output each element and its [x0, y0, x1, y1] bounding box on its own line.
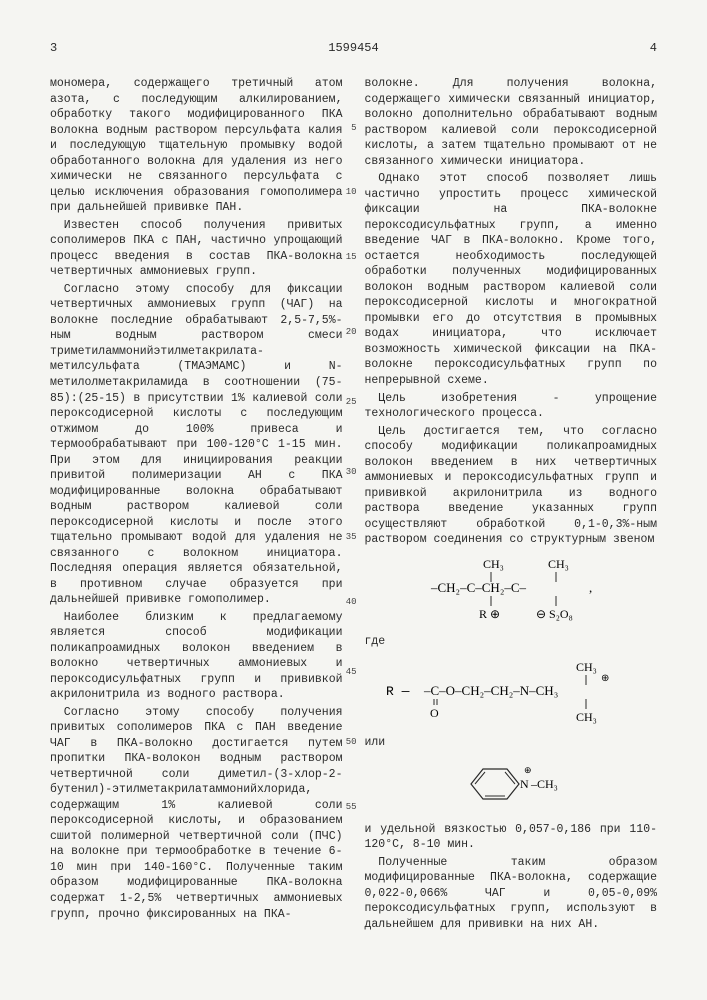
- body-paragraph: волокне. Для получения волокна, содержащ…: [365, 76, 658, 169]
- text-columns: 5 10 15 20 25 30 35 40 45 50 55 мономера…: [50, 76, 657, 934]
- body-paragraph: Согласно этому способу для фиксации четв…: [50, 282, 343, 608]
- left-column: 5 10 15 20 25 30 35 40 45 50 55 мономера…: [50, 76, 343, 934]
- line-marker: 55: [346, 801, 357, 813]
- line-marker: 25: [346, 396, 357, 408]
- chemical-formula-r1: R — CH₃ –C–O–CH₂–CH₂–N–CH₃ ⊕ O CH₃: [365, 657, 658, 727]
- formula-text: CH₃: [576, 710, 597, 724]
- line-marker: 15: [346, 251, 357, 263]
- formula-text: N: [520, 777, 529, 791]
- formula-text: CH₃: [483, 557, 504, 571]
- svg-text:,: ,: [589, 580, 592, 595]
- chemical-formula-pyridine: N ⊕ –CH₃: [365, 759, 658, 814]
- formula-text: ⊕: [524, 765, 532, 775]
- formula-text: –CH₂–C–CH₂–C–: [430, 580, 527, 595]
- line-marker: 20: [346, 326, 357, 338]
- line-marker: 50: [346, 736, 357, 748]
- formula-svg: CH₃ CH₃ –CH₂–C–CH₂–C– R ⊕ ⊖ S₂O₈ ,: [421, 556, 601, 626]
- body-paragraph: Цель изобретения - упрощение технологиче…: [365, 391, 658, 422]
- page-num-left: 3: [50, 40, 57, 56]
- formula-text: CH₃: [548, 557, 569, 571]
- line-marker: 5: [351, 122, 356, 134]
- doc-number: 1599454: [328, 40, 378, 56]
- line-marker: 35: [346, 531, 357, 543]
- line-marker: 40: [346, 596, 357, 608]
- formula-text: R —: [386, 684, 410, 699]
- formula-text: CH₃: [576, 660, 597, 674]
- formula-svg: R — CH₃ –C–O–CH₂–CH₂–N–CH₃ ⊕ O CH₃: [386, 657, 646, 727]
- page-num-right: 4: [650, 40, 657, 56]
- page-header: 3 1599454 4: [50, 40, 657, 56]
- body-paragraph: Цель достигается тем, что согласно спосо…: [365, 424, 658, 548]
- body-paragraph: Полученные таким образом модифицированны…: [365, 855, 658, 933]
- formula-text: ⊕: [601, 673, 609, 684]
- formula-text: R ⊕: [479, 607, 500, 621]
- body-paragraph: Наиболее близким к предлагаемому являетс…: [50, 610, 343, 703]
- line-marker: 45: [346, 666, 357, 678]
- right-column: волокне. Для получения волокна, содержащ…: [365, 76, 658, 934]
- chemical-formula-main: CH₃ CH₃ –CH₂–C–CH₂–C– R ⊕ ⊖ S₂O₈ ,: [365, 556, 658, 626]
- formula-text: O: [430, 706, 439, 720]
- formula-text: ⊖ S₂O₈: [536, 607, 573, 621]
- line-marker: 30: [346, 466, 357, 478]
- body-paragraph: мономера, содержащего третичный атом азо…: [50, 76, 343, 216]
- body-paragraph: Согласно этому способу получения привиты…: [50, 705, 343, 922]
- body-paragraph: и удельной вязкостью 0,057-0,186 при 110…: [365, 822, 658, 853]
- body-paragraph: Известен способ получения привитых сопол…: [50, 218, 343, 280]
- body-paragraph: Однако этот способ позволяет лишь частич…: [365, 171, 658, 388]
- or-label: или: [365, 735, 658, 751]
- formula-text: –C–O–CH₂–CH₂–N–CH₃: [423, 683, 558, 698]
- line-marker: 10: [346, 186, 357, 198]
- formula-svg: N ⊕ –CH₃: [451, 759, 571, 814]
- formula-text: –CH₃: [530, 777, 558, 791]
- where-label: где: [365, 634, 658, 650]
